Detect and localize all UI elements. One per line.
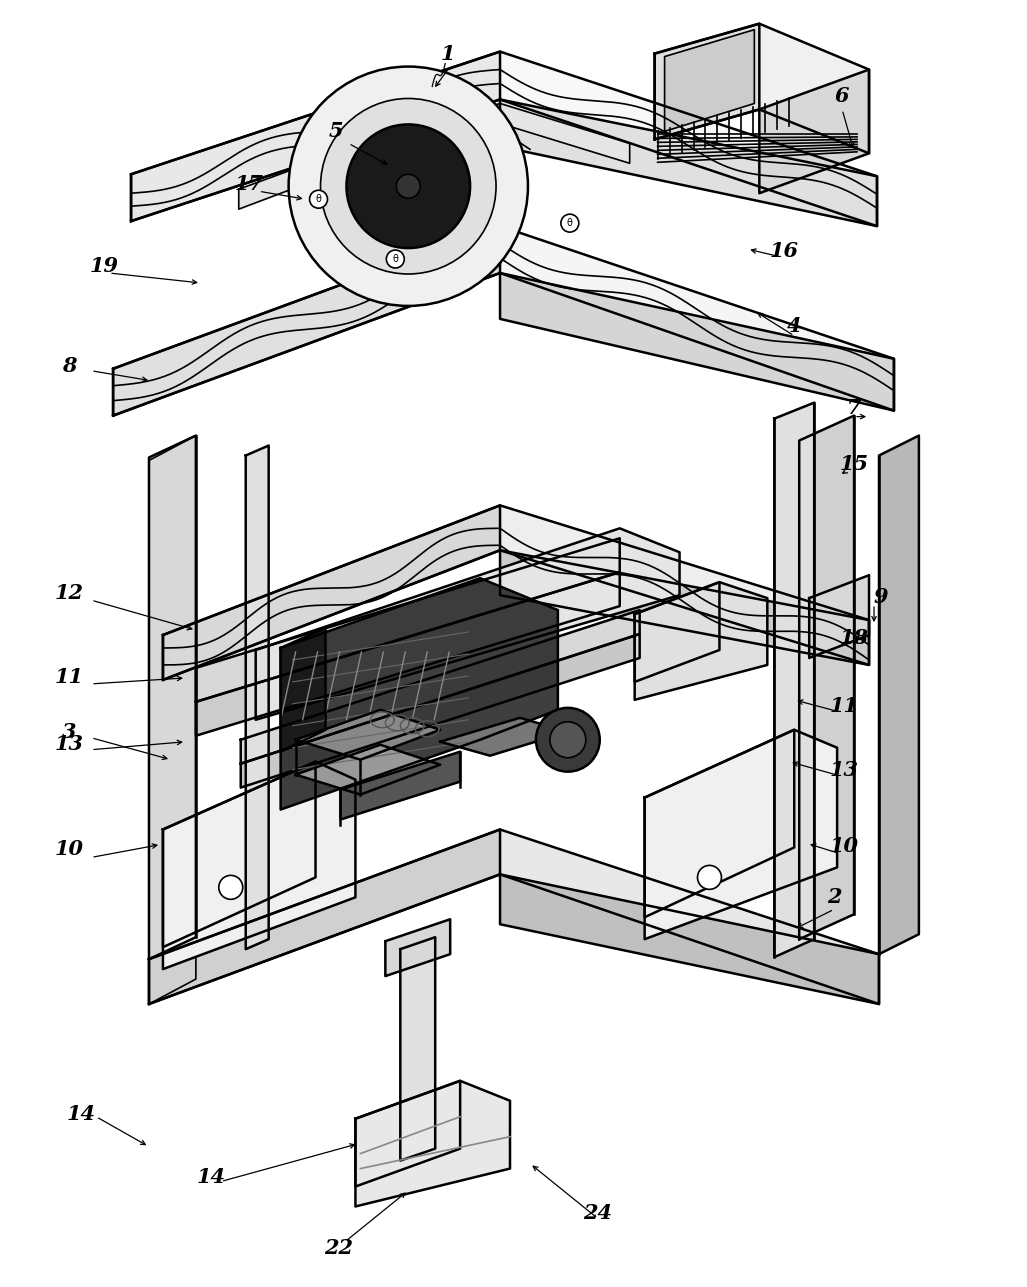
- Polygon shape: [245, 445, 269, 950]
- Polygon shape: [759, 69, 869, 193]
- Polygon shape: [645, 730, 794, 918]
- Text: 24: 24: [583, 1203, 612, 1224]
- Text: θ: θ: [392, 254, 398, 264]
- Circle shape: [561, 214, 579, 232]
- Circle shape: [320, 99, 496, 274]
- Polygon shape: [799, 416, 854, 940]
- Circle shape: [396, 174, 420, 198]
- Circle shape: [386, 250, 405, 268]
- Text: 11: 11: [54, 667, 84, 687]
- Text: 14: 14: [196, 1166, 225, 1187]
- Polygon shape: [654, 23, 759, 139]
- Text: 18: 18: [840, 628, 869, 649]
- Polygon shape: [388, 243, 428, 299]
- Text: 17: 17: [234, 174, 263, 194]
- Polygon shape: [645, 730, 837, 940]
- Polygon shape: [296, 745, 441, 794]
- Text: 19: 19: [89, 256, 118, 275]
- Polygon shape: [131, 51, 877, 227]
- Polygon shape: [238, 103, 630, 210]
- Polygon shape: [113, 227, 500, 416]
- Polygon shape: [809, 575, 869, 658]
- Polygon shape: [196, 573, 619, 736]
- Polygon shape: [113, 227, 893, 416]
- Polygon shape: [441, 718, 568, 755]
- Polygon shape: [355, 1081, 460, 1187]
- Polygon shape: [149, 435, 196, 1004]
- Polygon shape: [163, 506, 500, 680]
- Polygon shape: [240, 610, 640, 763]
- Polygon shape: [163, 762, 355, 969]
- Polygon shape: [635, 582, 767, 700]
- Circle shape: [697, 865, 721, 889]
- Text: 6: 6: [835, 86, 849, 107]
- Circle shape: [536, 708, 600, 772]
- Polygon shape: [879, 435, 919, 954]
- Polygon shape: [296, 710, 441, 759]
- Text: 2: 2: [827, 887, 841, 907]
- Text: θ: θ: [315, 194, 321, 205]
- Polygon shape: [500, 874, 879, 1004]
- Circle shape: [549, 722, 585, 758]
- Text: 5: 5: [329, 121, 343, 142]
- Circle shape: [309, 190, 328, 208]
- Text: 9: 9: [874, 587, 888, 607]
- Text: 4: 4: [787, 315, 801, 336]
- Polygon shape: [149, 830, 500, 1004]
- Polygon shape: [385, 919, 450, 976]
- Polygon shape: [149, 435, 196, 959]
- Text: 11: 11: [830, 696, 859, 716]
- Text: 13: 13: [830, 759, 859, 780]
- Text: 3: 3: [62, 722, 76, 741]
- Polygon shape: [654, 23, 869, 153]
- Polygon shape: [163, 506, 869, 680]
- Text: 16: 16: [770, 241, 799, 261]
- Polygon shape: [131, 51, 500, 221]
- Polygon shape: [149, 830, 879, 1004]
- Polygon shape: [280, 578, 558, 810]
- Text: 10: 10: [830, 837, 859, 856]
- Text: θ: θ: [567, 218, 573, 228]
- Polygon shape: [401, 937, 435, 1161]
- Text: 1: 1: [441, 44, 455, 63]
- Polygon shape: [196, 538, 619, 701]
- Polygon shape: [500, 99, 877, 227]
- Text: 7: 7: [847, 398, 862, 418]
- Circle shape: [346, 125, 470, 248]
- Text: 14: 14: [67, 1104, 96, 1124]
- Polygon shape: [240, 634, 640, 788]
- Text: 15: 15: [840, 454, 869, 475]
- Polygon shape: [163, 762, 315, 947]
- Circle shape: [219, 875, 242, 900]
- Polygon shape: [635, 582, 720, 682]
- Text: 22: 22: [324, 1238, 353, 1259]
- Polygon shape: [256, 528, 680, 719]
- Text: 12: 12: [54, 583, 84, 604]
- Polygon shape: [774, 403, 814, 958]
- Polygon shape: [280, 628, 326, 752]
- Polygon shape: [355, 1081, 510, 1206]
- Circle shape: [289, 67, 528, 306]
- Text: 10: 10: [54, 839, 84, 860]
- Text: 8: 8: [62, 355, 76, 376]
- Polygon shape: [664, 30, 755, 131]
- Polygon shape: [500, 273, 893, 411]
- Polygon shape: [500, 551, 869, 665]
- Text: 13: 13: [54, 734, 84, 754]
- Polygon shape: [341, 752, 460, 820]
